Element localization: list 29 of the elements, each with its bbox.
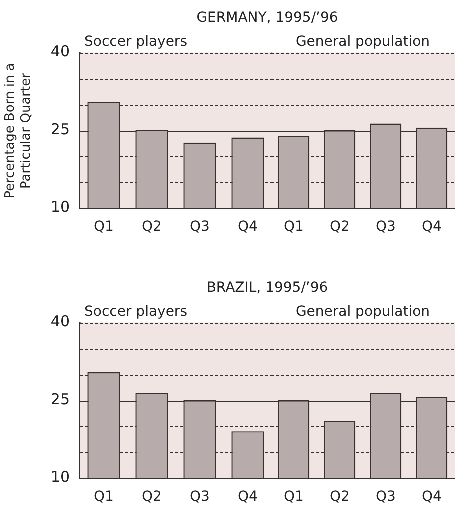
- chart-subtitle: Soccer players: [84, 304, 188, 320]
- x-tick-label: Q2: [330, 219, 350, 236]
- chart-subtitle: Soccer players: [84, 34, 188, 50]
- x-tick-label: Q3: [376, 219, 396, 236]
- y-axis-title: Percentage Born in a Particular Quarter: [3, 62, 35, 201]
- y-tick-label: 40: [50, 42, 70, 61]
- chart-subtitle: General population: [296, 304, 430, 320]
- x-tick-label: Q1: [94, 219, 114, 236]
- chart-subtitle: General population: [296, 34, 430, 50]
- x-tick-label: Q1: [284, 219, 304, 236]
- y-tick-label: 40: [50, 312, 70, 331]
- x-tick-label: Q2: [330, 489, 350, 506]
- x-tick-label: Q3: [190, 489, 210, 506]
- x-tick-label: Q1: [94, 489, 114, 506]
- y-tick-label: 25: [50, 390, 70, 408]
- chart-title: BRAZIL, 1995/’96: [206, 280, 330, 296]
- y-tick-label: 10: [50, 468, 70, 486]
- y-tick-label: 25: [50, 120, 70, 138]
- x-tick-label: Q3: [376, 489, 396, 506]
- x-tick-label: Q2: [142, 489, 162, 506]
- y-tick-label: 10: [50, 198, 70, 216]
- x-tick-label: Q4: [238, 489, 258, 506]
- x-tick-label: Q2: [142, 219, 162, 236]
- x-tick-label: Q3: [190, 219, 210, 236]
- x-tick-label: Q4: [422, 489, 442, 506]
- x-tick-label: Q4: [422, 219, 442, 236]
- x-tick-label: Q4: [238, 219, 258, 236]
- chart-title: GERMANY, 1995/’96: [196, 10, 340, 26]
- x-tick-label: Q1: [284, 489, 304, 506]
